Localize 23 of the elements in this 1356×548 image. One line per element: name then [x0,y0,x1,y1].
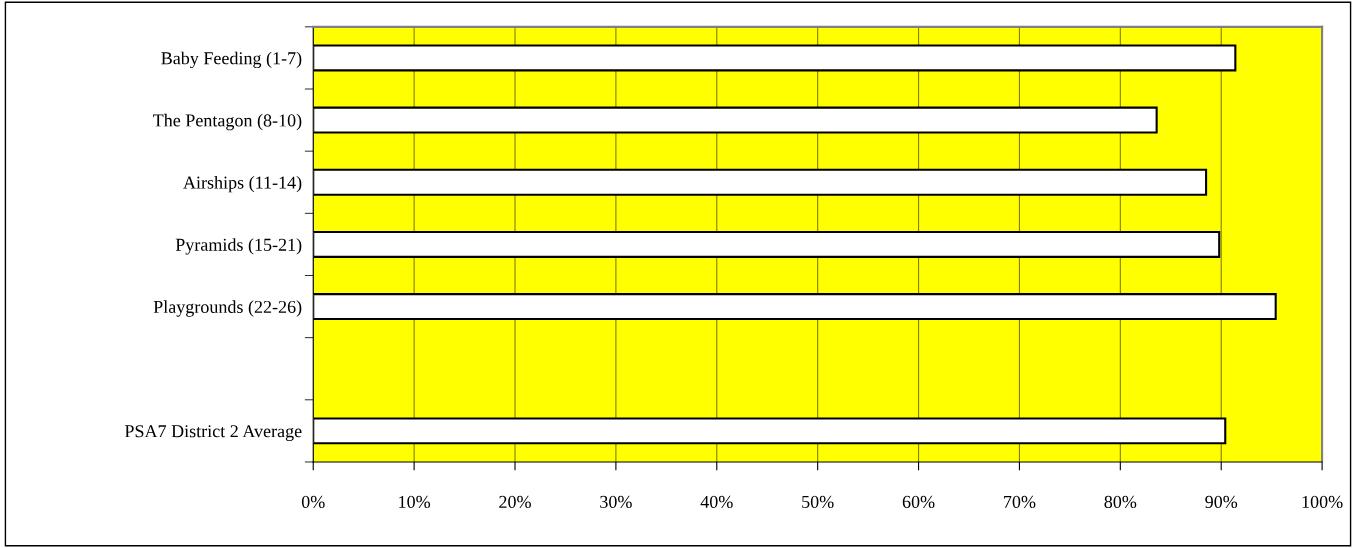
y-tick-label: Baby Feeding (1-7) [161,51,302,69]
bar [313,106,1158,134]
y-tick-label: Pyramids (15-21) [175,238,302,255]
x-tick-label: 30% [600,495,632,509]
x-tick-label: 0% [301,495,325,509]
x-tick-label: 20% [499,495,531,509]
x-tick-label: 40% [700,495,733,509]
x-tick-label: 60% [902,495,935,509]
bar [313,168,1208,196]
y-tick-label: PSA7 District 2 Average [124,425,302,442]
x-tick-label: 90% [1205,495,1238,509]
y-tick-label: The Pentagon (8-10) [153,113,302,131]
x-tick-label: 50% [802,495,834,509]
y-tick-label: Playgrounds (22-26) [153,300,302,317]
x-tick-label: 100% [1302,495,1343,509]
bar [313,44,1237,72]
bar [313,293,1277,321]
bar [313,417,1227,445]
bar [313,230,1221,258]
x-tick-label: 80% [1104,495,1137,509]
x-tick-label: 10% [399,495,431,509]
x-tick-label: 70% [1004,495,1036,509]
y-tick-label: Airships (11-14) [183,175,302,193]
